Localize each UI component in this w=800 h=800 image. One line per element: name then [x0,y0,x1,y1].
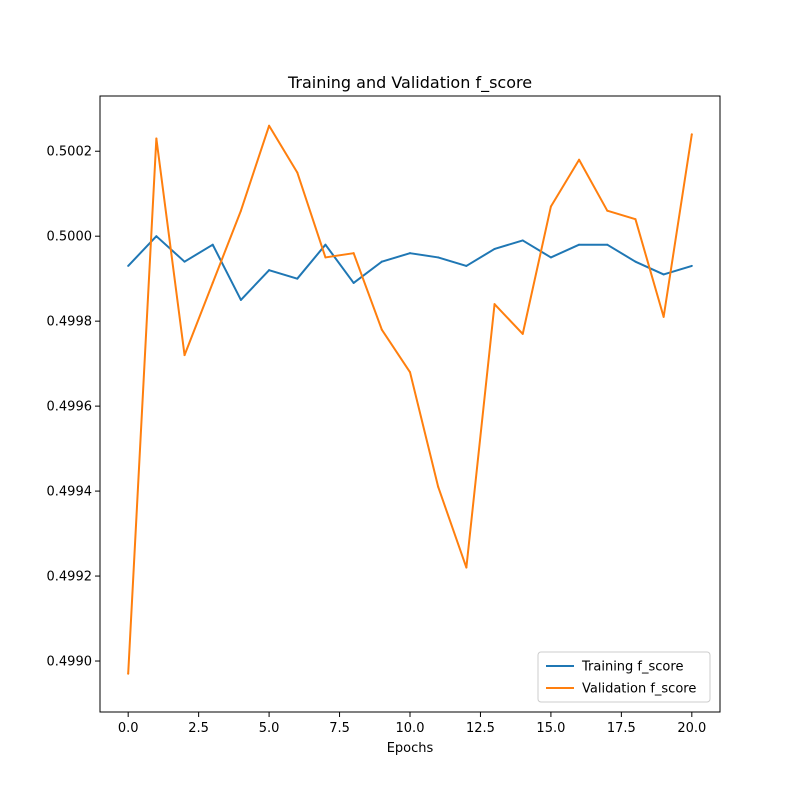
data-point [268,124,271,127]
data-point [690,133,693,136]
data-point [409,371,411,374]
data-point [239,298,242,301]
plot-background [100,96,720,712]
y-tick-label: 0.4994 [47,485,93,500]
x-tick-label: 20.0 [677,721,706,736]
data-point [211,243,214,246]
data-point [155,137,158,140]
y-tick-label: 0.4990 [47,655,93,670]
data-point [634,260,637,263]
x-tick-label: 15.0 [536,721,565,736]
data-point [352,281,355,284]
data-point [380,260,383,263]
series-layer [127,124,693,675]
data-point [183,260,186,263]
data-point [493,303,496,306]
legend-label: Validation f_score [582,682,696,697]
data-point [521,239,524,242]
x-tick-label: 7.5 [329,721,350,736]
data-point [155,235,158,238]
data-point [127,672,130,675]
data-point [211,281,214,284]
data-point [380,328,383,331]
data-point [606,209,609,212]
data-point [183,354,186,357]
x-tick-label: 5.0 [259,721,280,736]
data-point [437,485,440,488]
data-point [127,264,130,267]
data-point [549,256,552,259]
data-point [324,243,327,246]
data-point [634,218,637,221]
x-tick-label: 17.5 [607,721,636,736]
data-point [239,209,242,212]
data-point [578,243,581,246]
data-point [662,315,665,318]
data-point [578,158,581,161]
x-axis-label: Epochs [387,741,434,756]
y-tick-label: 0.5002 [47,145,93,160]
x-tick-label: 12.5 [466,721,495,736]
plot-frame [99,95,721,713]
data-point [296,277,299,280]
chart-title: Training and Validation f_score [287,73,532,93]
x-tick-label: 0.0 [118,721,139,736]
x-tick-label: 10.0 [396,721,425,736]
legend-label: Training f_score [581,660,683,675]
data-point [606,243,609,246]
data-point [352,252,355,255]
y-tick-label: 0.5000 [47,230,93,245]
data-point [465,264,468,267]
y-tick-label: 0.4992 [47,570,93,585]
data-point [465,566,468,569]
data-point [324,256,327,259]
data-point [521,332,524,335]
axes-layer: 0.0 2.5 5.0 7.5 10.0 12.5 15.0 17.5 20.0 0.4990 0.… [47,145,707,736]
y-tick-label: 0.4998 [47,315,93,330]
data-point [549,205,552,208]
data-point [493,247,496,250]
data-point [296,171,299,174]
legend: Training f_score Validation f_score [537,651,711,703]
data-point [662,273,665,276]
legend-box [537,651,711,703]
data-point [268,269,271,272]
data-point [437,256,440,259]
data-point [409,252,411,255]
x-tick-label: 2.5 [188,721,209,736]
y-tick-label: 0.4996 [47,400,93,415]
data-point [690,264,693,267]
